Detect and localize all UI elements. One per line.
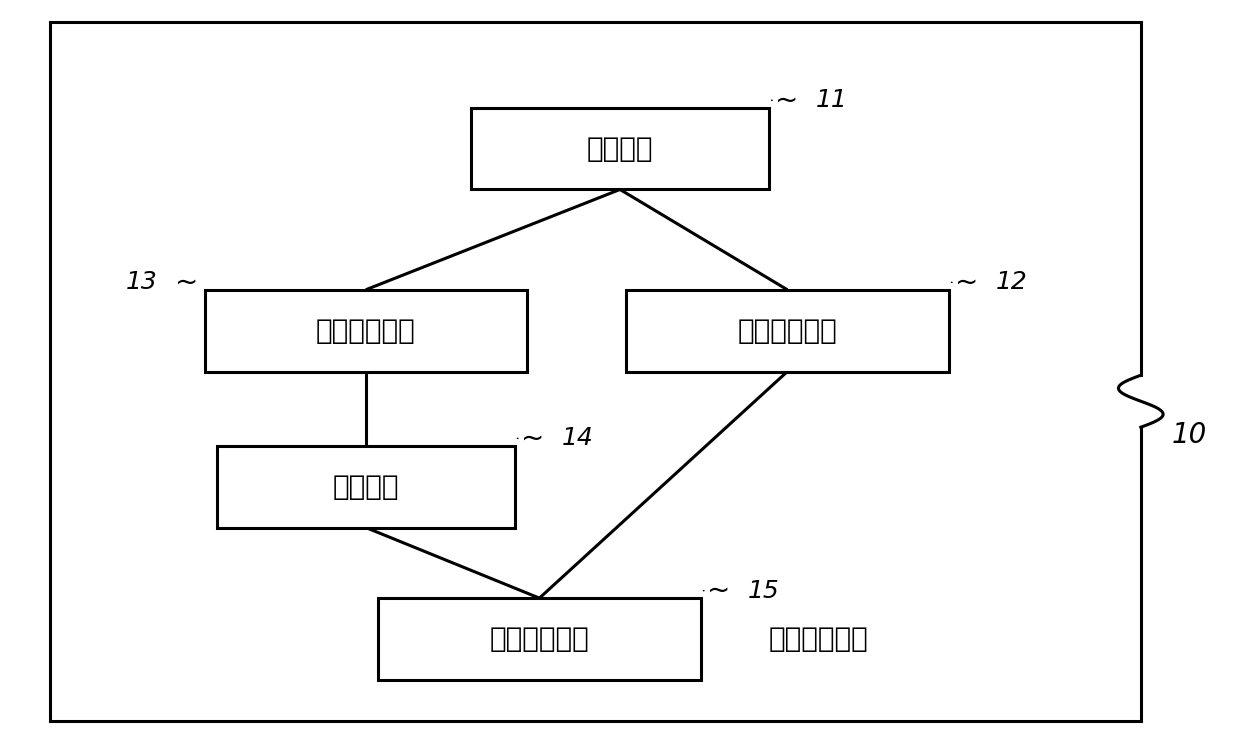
Bar bbox=[626, 290, 949, 372]
Text: ~: ~ bbox=[955, 268, 978, 296]
Text: 第一确定模块: 第一确定模块 bbox=[738, 317, 837, 345]
Text: 14: 14 bbox=[562, 426, 594, 450]
Bar bbox=[205, 290, 527, 372]
Text: ~: ~ bbox=[707, 577, 730, 605]
Text: 11: 11 bbox=[816, 88, 848, 112]
Bar bbox=[217, 446, 515, 528]
Text: 提取模块: 提取模块 bbox=[587, 134, 653, 163]
Bar bbox=[471, 108, 769, 189]
Text: ~: ~ bbox=[521, 424, 544, 452]
Text: 房颤检测装置: 房颤检测装置 bbox=[769, 625, 868, 653]
Text: ~: ~ bbox=[775, 86, 799, 114]
Text: 计算模块: 计算模块 bbox=[332, 473, 399, 501]
Text: 15: 15 bbox=[748, 579, 780, 603]
Text: 13: 13 bbox=[125, 270, 157, 294]
Text: 10: 10 bbox=[1172, 421, 1207, 449]
Text: 第二确定模块: 第二确定模块 bbox=[316, 317, 415, 345]
Text: 第三确定模块: 第三确定模块 bbox=[490, 625, 589, 653]
Text: ~: ~ bbox=[175, 268, 198, 296]
Text: 12: 12 bbox=[996, 270, 1028, 294]
Bar bbox=[378, 598, 701, 680]
